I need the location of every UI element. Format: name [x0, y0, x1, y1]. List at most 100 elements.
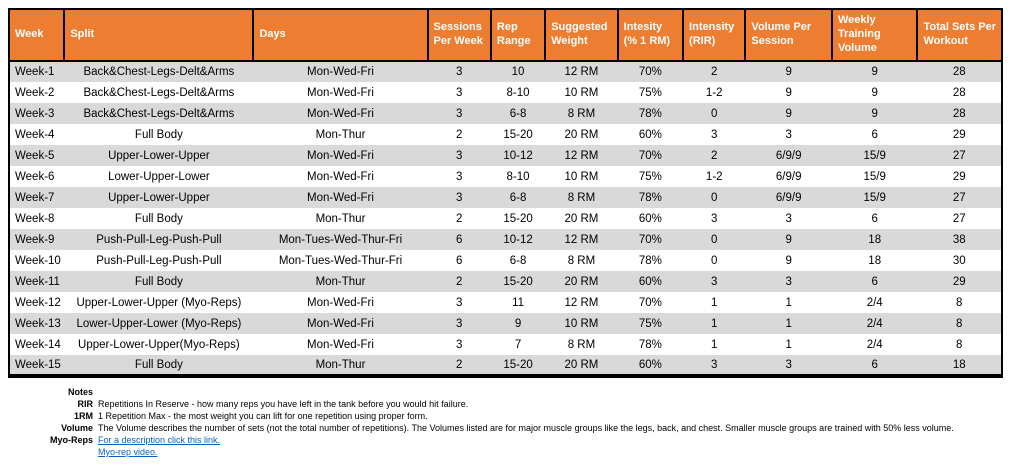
note-link[interactable]: Myo-rep video.: [98, 446, 158, 457]
cell-weekly-training-volume: 6: [871, 358, 878, 371]
table-row: Week-10 Push-Pull-Leg-Push-Pull Mon-Tues-W…: [9, 250, 1002, 271]
cell-weekly-training-volume: 2/4: [866, 296, 883, 309]
cell-total-sets-per-workout: 29: [952, 128, 966, 141]
column-header-total-sets-per-workout: Total Sets Per Workout: [916, 9, 1002, 62]
cell-intensity-rir: 0: [711, 254, 718, 267]
cell-weekly-training-volume: 15/9: [863, 170, 886, 183]
cell-days: Mon-Wed-Fri: [307, 317, 374, 330]
cell-split: Lower-Upper-Lower (Myo-Reps): [76, 317, 242, 330]
cell-rep-range: 7: [514, 338, 522, 351]
cell-week: Week-9: [15, 233, 55, 246]
cell-volume-per-session: 3: [785, 358, 792, 371]
cell-weekly-training-volume: 2/4: [866, 338, 883, 351]
cell-weekly-training-volume: 6: [871, 212, 878, 225]
cell-intensity-rir: 0: [711, 107, 718, 120]
cell-days: Mon-Tues-Wed-Thur-Fri: [278, 233, 403, 246]
cell-intensity-rir: 0: [711, 191, 718, 204]
table-row: Week-5 Upper-Lower-Upper Mon-Wed-Fri 3 10-12…: [9, 145, 1002, 166]
cell-split: Push-Pull-Leg-Push-Pull: [96, 233, 222, 246]
cell-sessions-per-week: 2: [456, 128, 463, 141]
cell-suggested-weight: 12 RM: [564, 296, 599, 309]
cell-intensity-rir: 0: [711, 233, 718, 246]
cell-split: Back&Chest-Legs-Delt&Arms: [83, 66, 235, 78]
cell-sessions-per-week: 6: [456, 254, 463, 267]
note-link[interactable]: For a description click this link.: [98, 434, 221, 445]
cell-weekly-training-volume: 9: [871, 66, 878, 78]
cell-weekly-training-volume: 6: [871, 275, 878, 288]
cell-split: Full Body: [134, 128, 183, 141]
cell-week: Week-13: [15, 317, 61, 330]
cell-intensity-rir: 3: [711, 358, 718, 371]
cell-volume-per-session: 6/9/9: [775, 191, 802, 204]
cell-split: Back&Chest-Legs-Delt&Arms: [83, 107, 235, 120]
cell-volume-per-session: 6/9/9: [775, 170, 802, 183]
cell-rep-range: 15-20: [503, 358, 533, 371]
table-header: Week Split Days Sessions Per Week Rep Range S…: [9, 9, 1002, 62]
cell-suggested-weight: 8 RM: [567, 338, 596, 351]
table-row: Week-15 Full Body Mon-Thur 2 15-20 20 RM 60% 3 3…: [9, 355, 1002, 376]
cell-intesity-1-rm: 75%: [638, 170, 662, 183]
cell-intensity-rir: 1: [711, 317, 718, 330]
cell-split: Lower-Upper-Lower: [108, 170, 210, 183]
cell-week: Week-3: [15, 107, 55, 120]
cell-intesity-1-rm: 70%: [638, 149, 662, 162]
cell-intensity-rir: 1-2: [705, 86, 723, 99]
cell-days: Mon-Wed-Fri: [307, 170, 374, 183]
cell-split: Full Body: [134, 212, 183, 225]
column-header-intesity-1-rm: Intesity (% 1 RM): [616, 9, 684, 62]
column-header-suggested-weight: Suggested Weight: [544, 9, 618, 62]
cell-days: Mon-Tues-Wed-Thur-Fri: [278, 254, 403, 267]
cell-total-sets-per-workout: 27: [952, 191, 966, 204]
table-row: Week-8 Full Body Mon-Thur 2 15-20 20 RM 60% 3 3 6…: [9, 208, 1002, 229]
cell-week: Week-11: [15, 275, 60, 288]
cell-days: Mon-Wed-Fri: [307, 191, 374, 204]
cell-rep-range: 10-12: [503, 233, 533, 246]
note-label-volume: Volume: [61, 422, 93, 433]
cell-split: Full Body: [134, 275, 183, 288]
note-item: Volume The Volume describes the number of…: [16, 423, 1003, 434]
column-header-split: Split: [63, 9, 254, 62]
cell-split: Upper-Lower-Upper: [108, 149, 210, 162]
cell-suggested-weight: 20 RM: [564, 358, 599, 371]
cell-suggested-weight: 10 RM: [564, 86, 599, 99]
cell-intensity-rir: 1: [711, 338, 718, 351]
cell-suggested-weight: 20 RM: [564, 275, 599, 288]
note-item: RIR Repetitions In Reserve - how many rep…: [16, 399, 1003, 410]
cell-days: Mon-Wed-Fri: [307, 296, 374, 309]
cell-rep-range: 10-12: [503, 149, 533, 162]
cell-total-sets-per-workout: 28: [952, 86, 966, 99]
cell-intensity-rir: 3: [711, 128, 718, 141]
cell-sessions-per-week: 3: [456, 86, 463, 99]
cell-total-sets-per-workout: 38: [952, 233, 966, 246]
cell-week: Week-6: [15, 170, 55, 183]
cell-suggested-weight: 10 RM: [564, 317, 599, 330]
note-label-1rm: 1RM: [73, 410, 93, 421]
cell-days: Mon-Thur: [315, 275, 366, 288]
cell-week: Week-15: [15, 358, 61, 371]
cell-week: Week-14: [15, 338, 61, 351]
table-row: Week-7 Upper-Lower-Upper Mon-Wed-Fri 3 6-8 8 …: [9, 187, 1002, 208]
cell-volume-per-session: 9: [785, 233, 792, 246]
cell-intesity-1-rm: 70%: [638, 296, 662, 309]
cell-volume-per-session: 1: [785, 317, 792, 330]
table-row: Week-12 Upper-Lower-Upper (Myo-Reps) Mon-W…: [9, 292, 1002, 313]
cell-suggested-weight: 12 RM: [564, 66, 599, 78]
cell-week: Week-8: [15, 212, 55, 225]
cell-week: Week-5: [15, 149, 55, 162]
table-body: Week-1 Back&Chest-Legs-Delt&Arms Mon-Wed-F…: [9, 61, 1002, 376]
cell-rep-range: 10: [511, 66, 525, 78]
cell-volume-per-session: 9: [785, 66, 792, 78]
table-row: Week-11 Full Body Mon-Thur 2 15-20 20 RM 60% 3 3…: [9, 271, 1002, 292]
cell-split: Push-Pull-Leg-Push-Pull: [96, 254, 222, 267]
table-row: Week-4 Full Body Mon-Thur 2 15-20 20 RM 60% 3 3 6…: [9, 124, 1002, 145]
cell-week: Week-7: [15, 191, 55, 204]
cell-week: Week-12: [15, 296, 61, 309]
cell-sessions-per-week: 3: [456, 191, 463, 204]
table-row: Week-14 Upper-Lower-Upper(Myo-Reps) Mon-We…: [9, 334, 1002, 355]
cell-rep-range: 8-10: [506, 170, 530, 183]
table-row: Week-13 Lower-Upper-Lower (Myo-Reps) Mon-W…: [9, 313, 1002, 334]
cell-rep-range: 15-20: [503, 128, 533, 141]
cell-intesity-1-rm: 78%: [638, 191, 662, 204]
cell-sessions-per-week: 3: [456, 107, 463, 120]
cell-sessions-per-week: 3: [456, 338, 463, 351]
